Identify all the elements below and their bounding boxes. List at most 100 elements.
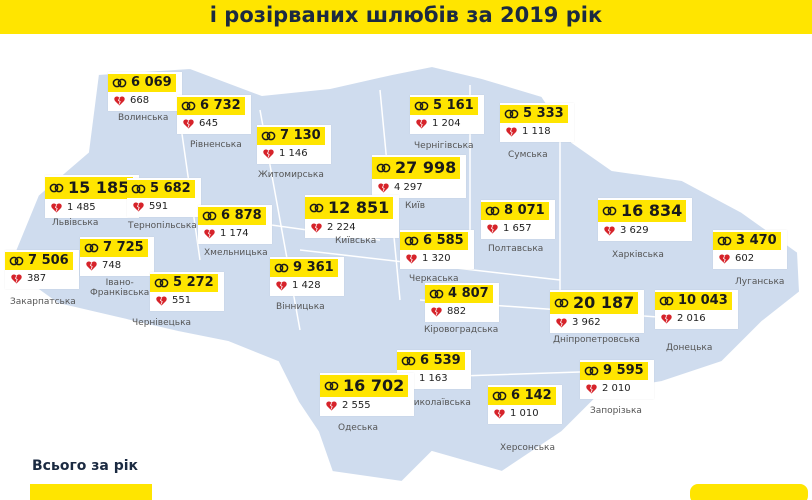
region-card: 5 272 551: [150, 272, 224, 311]
marriages-count: 3 470: [736, 233, 777, 248]
marriages-row: 5 333: [500, 105, 568, 123]
broken-heart-icon: [276, 281, 287, 291]
marriages-row: 6 142: [488, 387, 556, 405]
divorces-count: 1 010: [510, 408, 539, 419]
marriages-row: 7 725: [80, 239, 148, 257]
region-name: Харківська: [612, 250, 664, 260]
region-card: 7 506 387: [5, 250, 79, 289]
divorces-count: 1 657: [503, 223, 532, 234]
region-name: Київська: [335, 236, 377, 246]
marriages-row: 5 272: [150, 274, 218, 292]
divorces-count: 602: [735, 253, 755, 264]
region-card: 12 851 2 224: [305, 195, 400, 238]
marriages-row: 16 834: [598, 200, 687, 222]
divorces-count: 1 320: [422, 253, 451, 264]
marriages-row: 6 069: [108, 74, 176, 92]
divorces-count: 1 485: [67, 202, 96, 213]
region-card: 3 470 602: [713, 230, 787, 269]
marriages-count: 6 732: [200, 98, 241, 113]
divorces-count: 1 428: [292, 280, 321, 291]
divorces-count: 1 204: [432, 118, 461, 129]
marriages-count: 16 702: [343, 376, 405, 395]
divorces-count: 748: [102, 260, 122, 271]
broken-heart-icon: [406, 254, 417, 264]
divorces-row: 1 428: [272, 277, 338, 293]
divorces-count: 1 118: [522, 126, 551, 137]
region-name: Донецька: [666, 343, 713, 353]
rings-icon: [404, 236, 419, 246]
broken-heart-icon: [416, 119, 427, 129]
region-card: 9 595 2 010: [580, 360, 654, 399]
region-name: Вінницька: [276, 302, 325, 312]
rings-icon: [429, 289, 444, 299]
marriages-row: 27 998: [372, 157, 461, 179]
broken-heart-icon: [506, 127, 517, 137]
marriages-count: 9 361: [293, 260, 334, 275]
marriages-row: 16 702: [320, 375, 409, 397]
marriages-count: 15 185: [68, 178, 130, 197]
region-name: Одеська: [338, 423, 379, 433]
broken-heart-icon: [156, 296, 167, 306]
region-name: Житомирська: [258, 170, 324, 180]
region-card: 7 130 1 146: [257, 125, 331, 164]
divorces-count: 668: [130, 95, 150, 106]
broken-heart-icon: [719, 254, 730, 264]
broken-heart-icon: [86, 261, 97, 271]
region-card: 16 702 2 555: [320, 373, 415, 416]
divorces-count: 591: [149, 201, 169, 212]
divorces-count: 4 297: [394, 182, 423, 193]
rings-icon: [274, 263, 289, 273]
region-card: 16 834 3 629: [598, 198, 693, 241]
marriages-row: 8 071: [481, 202, 549, 220]
broken-heart-icon: [378, 183, 389, 193]
marriages-count: 5 272: [173, 275, 214, 290]
rings-icon: [202, 211, 217, 221]
divorces-row: 591: [129, 198, 195, 214]
marriages-count: 6 539: [420, 353, 461, 368]
region-name: Херсонська: [500, 443, 555, 453]
region-name: Миколаївська: [406, 398, 471, 408]
rings-icon: [602, 206, 617, 216]
marriages-count: 10 043: [678, 293, 728, 308]
divorces-row: 4 297: [374, 179, 460, 195]
region-name: Чернівецька: [132, 318, 192, 328]
marriages-count: 8 071: [504, 203, 545, 218]
broken-heart-icon: [326, 401, 337, 411]
divorces-row: 1 485: [47, 199, 133, 215]
divorces-row: 387: [7, 270, 73, 286]
region-card: 20 187 3 962: [550, 290, 645, 333]
rings-icon: [485, 206, 500, 216]
region-card: 6 585 1 320: [400, 230, 474, 269]
marriages-count: 27 998: [395, 158, 457, 177]
region-card: 6 878 1 174: [198, 205, 272, 244]
total-label: Всього за рік: [32, 458, 139, 474]
region-name: Волинська: [118, 113, 169, 123]
divorces-row: 668: [110, 92, 176, 108]
rings-icon: [554, 298, 569, 308]
marriages-row: 5 161: [410, 97, 478, 115]
rings-icon: [181, 101, 196, 111]
broken-heart-icon: [431, 307, 442, 317]
region-card: 27 998 4 297: [372, 155, 467, 198]
divorces-count: 1 146: [279, 148, 308, 159]
divorces-row: 2 010: [582, 380, 648, 396]
marriages-row: 20 187: [550, 292, 639, 314]
region-name: Полтавська: [488, 244, 544, 254]
broken-heart-icon: [604, 226, 615, 236]
divorces-row: 3 629: [600, 222, 686, 238]
marriages-count: 6 878: [221, 208, 262, 223]
divorces-row: 882: [427, 303, 493, 319]
region-name: Черкаська: [409, 274, 459, 284]
region-name: Сумська: [508, 150, 548, 160]
rings-icon: [492, 391, 507, 401]
region-card: 10 043 2 016: [655, 290, 738, 329]
rings-icon: [261, 131, 276, 141]
region-name: Луганська: [735, 277, 785, 287]
rings-icon: [401, 356, 416, 366]
divorces-count: 3 629: [620, 225, 649, 236]
rings-icon: [9, 256, 24, 266]
rings-icon: [309, 203, 324, 213]
marriages-row: 7 506: [5, 252, 73, 270]
marriages-row: 5 682: [127, 180, 195, 198]
